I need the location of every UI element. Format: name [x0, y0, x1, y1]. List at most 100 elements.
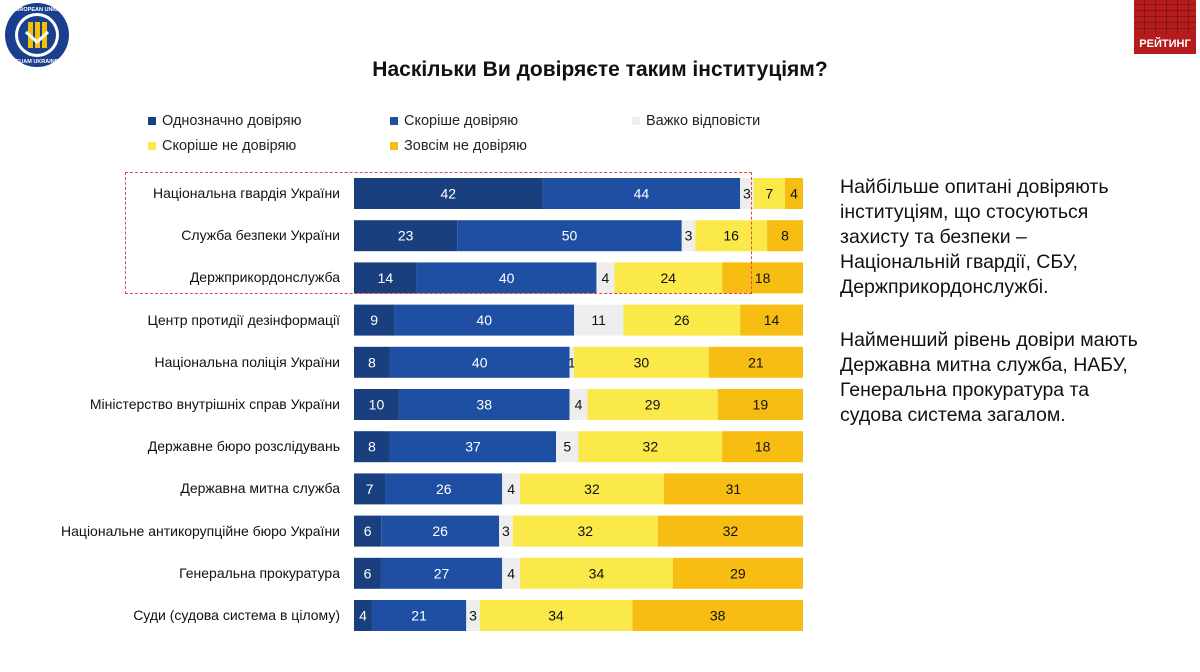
bar-segment	[722, 262, 803, 294]
legend-swatch	[148, 117, 156, 125]
data-label: 1	[568, 354, 576, 370]
data-label: 8	[781, 228, 789, 244]
category-label: Державне бюро розслідувань	[147, 438, 340, 455]
data-label: 29	[730, 565, 746, 581]
bar-segment	[354, 178, 543, 209]
data-label: 32	[584, 481, 600, 497]
bar-segment	[354, 515, 382, 547]
bar-segment	[354, 389, 399, 420]
category-label: Суди (судова система в цілому)	[133, 607, 340, 623]
legend-item-rather-distrust: Скоріше не довіряю	[148, 138, 296, 154]
euam-logo: EUROPEAN UNION EUAM UKRAINE	[5, 3, 69, 67]
category-label: Генеральна прокуратура	[179, 564, 340, 581]
data-label: 3	[469, 608, 477, 624]
data-label: 8	[368, 439, 376, 455]
legend-label: Однозначно довіряю	[162, 113, 302, 129]
data-label: 9	[370, 312, 378, 328]
bar-segment	[354, 473, 386, 505]
category-label: Центр протидії дезінформації	[147, 311, 340, 328]
bar-segment	[381, 515, 500, 547]
data-label: 4	[790, 186, 798, 202]
bar-segment	[574, 346, 709, 378]
bar-segment	[574, 304, 624, 336]
rating-brand-logo: РЕЙТИНГ	[1134, 0, 1196, 54]
legend-swatch	[148, 142, 156, 150]
data-label: 23	[398, 228, 414, 244]
bar-segment	[569, 389, 588, 420]
legend-item-definitely-trust: Однозначно довіряю	[148, 113, 301, 129]
bar-segment	[785, 178, 803, 209]
bar-segment	[587, 389, 718, 420]
bar-segment	[354, 431, 390, 463]
data-label: 31	[726, 481, 742, 497]
bar-segment	[578, 431, 723, 463]
bar-segment	[394, 304, 575, 336]
legend-item-rather-trust: Скоріше довіряю	[390, 113, 518, 129]
bar-segment	[499, 515, 513, 547]
data-label: 19	[753, 397, 769, 413]
bar-segment	[354, 557, 381, 589]
brick-pattern	[1134, 0, 1196, 34]
bar-segment	[753, 178, 786, 209]
bar-segment	[457, 220, 682, 252]
data-label: 10	[369, 397, 385, 413]
bar-segment	[380, 557, 503, 589]
data-label: 34	[589, 565, 605, 581]
data-label: 32	[723, 523, 739, 539]
brand-label: РЕЙТИНГ	[1139, 38, 1191, 50]
chart-title: Наскільки Ви довіряєте таким інституціям…	[372, 58, 828, 81]
data-label: 21	[411, 608, 427, 624]
bar-segment	[556, 431, 579, 463]
legend-label: Зовсім не довіряю	[404, 138, 528, 154]
legend-item-hard-to-say: Важко відповісти	[632, 113, 760, 129]
data-label: 44	[634, 186, 650, 202]
data-label: 26	[674, 312, 690, 328]
bar-segment	[596, 262, 615, 294]
legend-label: Скоріше не довіряю	[162, 138, 297, 154]
category-label: Міністерство внутрішніх справ України	[89, 396, 340, 412]
data-label: 32	[578, 523, 594, 539]
data-label: 37	[465, 439, 481, 455]
bar-segment	[657, 515, 803, 547]
security-highlight-box	[125, 172, 752, 294]
bar-segment	[354, 262, 417, 294]
data-label: 34	[548, 608, 564, 624]
data-label: 7	[366, 481, 374, 497]
data-label: 4	[507, 565, 515, 581]
bar-segment	[569, 346, 575, 378]
side-note-least-trusted: Найменший рівень довіри мають Державна м…	[840, 329, 1138, 426]
data-label: 6	[364, 565, 372, 581]
side-note-most-trusted: Найбільше опитані довіряють інституціям,…	[840, 176, 1109, 298]
legend-swatch	[632, 117, 640, 125]
bar-segment	[385, 473, 503, 505]
data-label: 26	[432, 523, 448, 539]
legend-swatch	[390, 117, 398, 125]
data-label: 3	[743, 186, 751, 202]
bar-segment	[479, 600, 633, 631]
bar-segment	[740, 178, 754, 209]
data-label: 40	[499, 270, 515, 286]
bar-segment	[502, 557, 521, 589]
data-label: 14	[764, 312, 780, 328]
bar-segment	[398, 389, 570, 420]
bar-segment	[717, 389, 803, 420]
data-label: 4	[602, 270, 610, 286]
bar-segment	[389, 431, 557, 463]
bar-segment	[708, 346, 803, 378]
bar-segment	[632, 600, 803, 631]
data-label: 3	[502, 523, 510, 539]
data-label: 8	[368, 354, 376, 370]
bar-segment	[502, 473, 521, 505]
category-label: Національна поліція України	[154, 353, 340, 370]
category-label: Національна гвардія України	[153, 185, 340, 201]
data-label: 16	[723, 228, 739, 244]
data-label: 14	[378, 270, 394, 286]
bar-segment	[623, 304, 741, 336]
svg-text:EUROPEAN UNION: EUROPEAN UNION	[12, 7, 62, 13]
bar-segment	[354, 346, 390, 378]
category-label: Держприкордонслужба	[189, 269, 340, 286]
data-label: 6	[364, 523, 372, 539]
legend-swatch	[390, 142, 398, 150]
data-label: 18	[755, 439, 771, 455]
